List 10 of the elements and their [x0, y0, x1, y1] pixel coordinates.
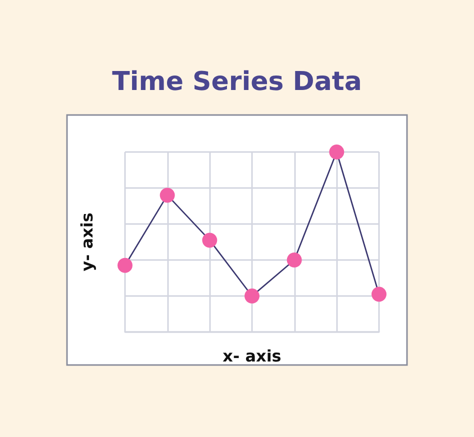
point	[244, 288, 260, 304]
point	[202, 232, 218, 248]
point	[329, 144, 344, 160]
point	[286, 252, 302, 268]
x-axis-title: x- axis	[222, 346, 282, 366]
chart-title: Time Series Data	[112, 67, 362, 97]
point	[160, 188, 175, 203]
point	[118, 258, 132, 273]
y-axis-title: y- axis	[78, 212, 96, 272]
point	[372, 286, 386, 302]
